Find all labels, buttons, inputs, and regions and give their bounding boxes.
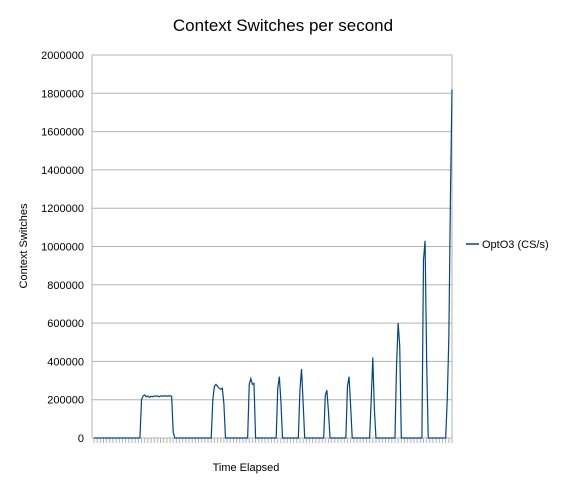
- legend-label: OptO3 (CS/s): [482, 239, 549, 251]
- chart-title: Context Switches per second: [173, 16, 393, 35]
- series-line: [94, 89, 453, 439]
- y-tick-label: 400000: [47, 356, 84, 368]
- y-tick-label: 1200000: [41, 203, 84, 215]
- y-tick-label: 200000: [47, 395, 84, 407]
- y-tick-label: 800000: [47, 280, 84, 292]
- x-tick-marks: [93, 438, 453, 443]
- y-tick-label: 1600000: [41, 127, 84, 139]
- y-tick-label: 0: [78, 433, 84, 445]
- y-axis-label: Context Switches: [18, 203, 30, 288]
- y-tick-label: 1000000: [41, 242, 84, 254]
- y-tick-label: 2000000: [41, 50, 84, 62]
- y-tick-label: 1400000: [41, 165, 84, 177]
- y-tick-label: 1800000: [41, 88, 84, 100]
- y-tick-label: 600000: [47, 318, 84, 330]
- gridlines: [92, 54, 452, 439]
- x-axis-label: Time Elapsed: [213, 462, 280, 474]
- y-tick-labels: 0 200000 400000 600000 800000 1000000 1200000 1…: [41, 50, 84, 445]
